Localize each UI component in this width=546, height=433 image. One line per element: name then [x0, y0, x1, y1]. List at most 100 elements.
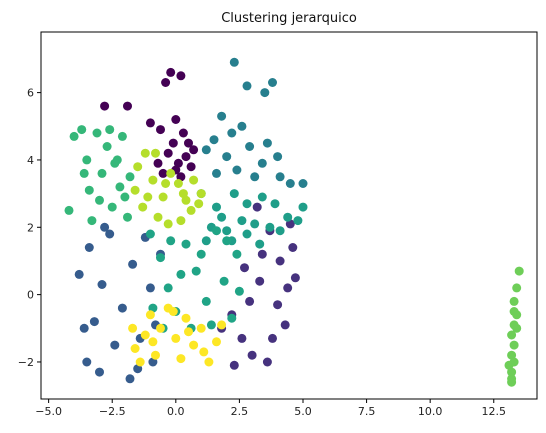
- scatter-point: [100, 101, 110, 111]
- scatter-point: [245, 142, 255, 151]
- scatter-point: [273, 152, 283, 162]
- scatter-point: [293, 216, 303, 226]
- scatter-point: [102, 142, 112, 151]
- y-axis: −2 0 2 4 6: [18, 87, 41, 369]
- scatter-point: [79, 168, 89, 178]
- scatter-point: [209, 135, 219, 145]
- scatter-point: [161, 179, 171, 188]
- scatter-point: [166, 168, 176, 178]
- scatter-point: [117, 131, 127, 141]
- scatter-point: [79, 323, 89, 333]
- scatter-point: [257, 249, 267, 259]
- cluster-8-points: [130, 148, 206, 229]
- scatter-point: [512, 323, 522, 333]
- scatter-point: [156, 125, 165, 135]
- scatter-point: [92, 128, 102, 138]
- scatter-point: [222, 152, 232, 162]
- scatter-point: [156, 253, 165, 263]
- scatter-point: [77, 125, 87, 135]
- scatter-point: [161, 78, 171, 87]
- scatter-point: [250, 172, 260, 182]
- scatter-point: [227, 313, 237, 323]
- scatter-point: [176, 269, 186, 279]
- x-tick-label: −5.0: [35, 405, 62, 418]
- scatter-point: [117, 303, 127, 313]
- scatter-point: [217, 320, 227, 330]
- scatter-point: [140, 148, 150, 158]
- scatter-point: [125, 374, 135, 384]
- y-tick-label: 4: [27, 154, 34, 167]
- scatter-point: [194, 199, 204, 209]
- scatter-point: [176, 71, 186, 81]
- scatter-point: [156, 323, 165, 333]
- scatter-point: [176, 216, 186, 226]
- scatter-point: [184, 138, 193, 148]
- scatter-point: [120, 192, 130, 202]
- scatter-point: [288, 243, 298, 252]
- scatter-point: [257, 192, 267, 202]
- scatter-point: [74, 269, 84, 279]
- scatter-point: [201, 145, 211, 155]
- scatter-point: [242, 81, 252, 91]
- scatter-point: [181, 313, 191, 323]
- scatter-point: [163, 283, 173, 293]
- scatter-point: [151, 350, 160, 360]
- scatter-point: [212, 226, 221, 236]
- scatter-point: [189, 175, 199, 185]
- scatter-point: [509, 340, 519, 350]
- scatter-point: [148, 357, 158, 367]
- scatter-point: [275, 226, 285, 236]
- scatter-point: [82, 357, 92, 367]
- y-tick-label: 0: [27, 289, 34, 302]
- scatter-point: [507, 367, 517, 377]
- scatter-point: [217, 212, 227, 222]
- x-tick-label: 5.0: [294, 405, 312, 418]
- scatter-point: [130, 344, 140, 353]
- x-axis: −5.0 −2.5 0.0 2.5 5.0 7.5 10.0 12.5: [35, 399, 506, 418]
- scatter-point: [268, 333, 277, 343]
- scatter-point: [219, 276, 229, 286]
- scatter-point: [100, 222, 110, 232]
- scatter-point: [265, 222, 275, 232]
- cluster-6-points: [64, 125, 135, 226]
- scatter-point: [283, 283, 293, 293]
- scatter-point: [189, 145, 199, 155]
- x-tick-label: 7.5: [358, 405, 376, 418]
- scatter-point: [176, 354, 186, 364]
- scatter-point: [133, 162, 143, 172]
- scatter-point: [227, 128, 237, 138]
- scatter-point: [84, 185, 94, 195]
- scatter-point: [255, 239, 265, 249]
- scatter-point: [123, 101, 132, 111]
- y-tick-label: 2: [27, 221, 34, 234]
- y-tick-label: 6: [27, 87, 34, 100]
- scatter-point: [153, 212, 163, 222]
- scatter-point: [509, 296, 519, 306]
- cluster-0-points: [100, 67, 199, 182]
- y-tick-label: −2: [18, 356, 34, 369]
- scatter-point: [260, 88, 270, 98]
- scatter-point: [507, 350, 517, 360]
- scatter-point: [153, 158, 163, 168]
- scatter-point: [178, 189, 188, 199]
- scatter-point: [229, 57, 239, 67]
- scatter-point: [145, 118, 155, 128]
- scatter-point: [509, 357, 519, 367]
- cluster-5-points: [145, 226, 244, 333]
- scatter-point: [237, 121, 247, 131]
- scatter-point: [240, 263, 249, 273]
- x-tick-label: 2.5: [231, 405, 249, 418]
- scatter-point: [201, 236, 211, 246]
- scatter-point: [166, 67, 176, 77]
- scatter-point: [163, 148, 173, 158]
- cluster-7-points: [504, 266, 524, 387]
- scatter-point: [189, 340, 199, 350]
- x-tick-label: 12.5: [482, 405, 507, 418]
- scatter-point: [237, 216, 247, 226]
- scatter-point: [196, 249, 206, 259]
- scatter-point: [97, 168, 107, 178]
- scatter-point: [507, 377, 517, 387]
- scatter-point: [191, 266, 201, 276]
- scatter-point: [255, 276, 265, 286]
